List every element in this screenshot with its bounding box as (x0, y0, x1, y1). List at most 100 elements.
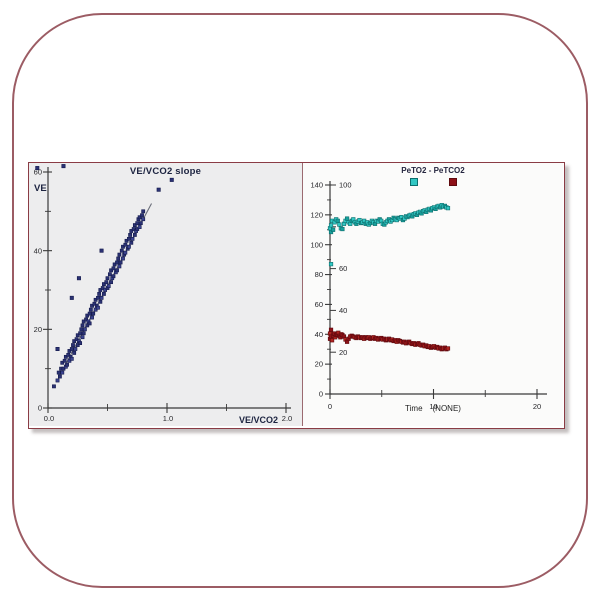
scatter-outlier-point (99, 248, 104, 253)
tick-label: 40 (339, 306, 347, 315)
scatter-point (128, 233, 133, 237)
scatter-point (97, 292, 102, 296)
scatter-point (107, 272, 112, 277)
scatter-point (118, 260, 123, 265)
scatter-point (52, 384, 56, 389)
scatter-point (72, 351, 77, 355)
scatter-outlier-point (76, 276, 81, 281)
right-chart-plot: 0 20 40 60 80 100 120 140 20 40 60 100 0 10 20 (310, 181, 547, 411)
left-x-axis-label: VE/VCO2 (238, 415, 278, 425)
right-axes: 0 20 40 60 80 100 120 140 20 40 60 100 0 10 20 (310, 181, 547, 411)
scatter-point (72, 339, 77, 344)
tick-label: 60 (315, 300, 323, 309)
scatter-point (98, 288, 103, 292)
scatter-point (73, 347, 78, 351)
scatter-point (119, 248, 124, 253)
scatter-point (81, 331, 86, 336)
scatter-point (74, 337, 79, 342)
scatter-point (65, 362, 69, 367)
scatter-outlier-point (61, 164, 66, 169)
petco2-point (445, 346, 451, 351)
scatter-point (57, 374, 62, 379)
panel-ve-vco2-slope: VE/VCO2 slope VE 0 20 40 60 0.0 1.0 2.0 VE/VCO… (29, 163, 303, 426)
scatter-point (60, 360, 65, 365)
scatter-point (123, 242, 128, 247)
left-axes: 0 20 40 60 0.0 1.0 2.0 (34, 167, 292, 423)
scatter-point (55, 378, 60, 383)
peto2-point (328, 223, 334, 228)
legend-swatch-peto2 (410, 178, 418, 186)
scatter-point (127, 236, 131, 241)
scatter-point (127, 244, 131, 249)
scatter-point (66, 353, 71, 357)
peto2-point-outlier (328, 262, 334, 267)
left-chart-plot: 0 20 40 60 0.0 1.0 2.0 (34, 164, 292, 423)
scatter-point (132, 223, 137, 228)
scatter-point (67, 349, 72, 353)
legend-swatch-petco2 (449, 178, 457, 186)
scatter-point (93, 307, 98, 312)
tick-label: 120 (310, 210, 323, 219)
scatter-point (56, 370, 61, 375)
scatter-point (135, 221, 140, 226)
scatter-point (132, 233, 137, 237)
scatter-point (129, 240, 134, 245)
scatter-point (79, 327, 84, 332)
tick-label: 0.0 (44, 414, 54, 423)
scatter-point (88, 307, 93, 312)
tick-label: 0 (319, 390, 323, 399)
tick-label: 140 (310, 181, 323, 190)
scatter-point (137, 225, 142, 229)
scatter-outlier-point (69, 295, 74, 300)
tick-label: 20 (533, 402, 541, 411)
tick-label: 100 (339, 181, 352, 190)
scatter-point (75, 343, 80, 347)
scatter-point (115, 260, 119, 265)
left-y-axis-label: VE (34, 183, 47, 194)
scatter-point (121, 244, 125, 249)
scatter-point (109, 280, 113, 285)
scatter-point (106, 284, 111, 288)
scatter-point (102, 292, 106, 296)
peto2-point (344, 216, 350, 221)
time-label: Time (405, 404, 423, 413)
scatter-point (141, 209, 146, 214)
peto2-point (335, 218, 340, 223)
scatter-point (71, 343, 75, 347)
peto2-series (327, 203, 451, 267)
scatter-point (140, 213, 144, 218)
tick-label: 0 (328, 402, 332, 411)
scatter-outlier-point (55, 347, 60, 352)
tick-label: 80 (315, 270, 323, 279)
panel-peto2-petco2: PeTO2 - PeTCO2 0 20 40 60 80 100 120 140 20 40 60 1… (303, 163, 563, 426)
scatter-point (82, 327, 87, 332)
scatter-point (124, 238, 129, 243)
scatter-point (111, 274, 116, 279)
scatter-point (112, 262, 117, 267)
scatter-point (105, 276, 110, 281)
peto2-point (331, 227, 336, 232)
scatter-point (69, 347, 74, 351)
scatter-point (130, 236, 135, 241)
scatter-point (121, 256, 125, 261)
scatter-point (141, 217, 146, 222)
scatter-point (98, 299, 103, 304)
scatter-point (85, 313, 90, 318)
scatter-point (78, 341, 83, 346)
scatter-point (75, 333, 80, 338)
peto2-point (337, 222, 342, 227)
tick-label: 20 (34, 325, 42, 334)
scatter-point (85, 323, 90, 328)
tick-label: 20 (339, 348, 347, 357)
peto2-point (340, 226, 345, 232)
scatter-point (135, 227, 140, 231)
tick-label: 20 (315, 360, 323, 369)
tick-label: 60 (339, 264, 347, 273)
tick-label: 40 (34, 246, 42, 255)
scatter-point (129, 229, 134, 233)
tick-label: 100 (310, 240, 323, 249)
scatter-point (80, 323, 85, 328)
scatter-point (111, 266, 116, 271)
tick-label: 40 (315, 330, 323, 339)
